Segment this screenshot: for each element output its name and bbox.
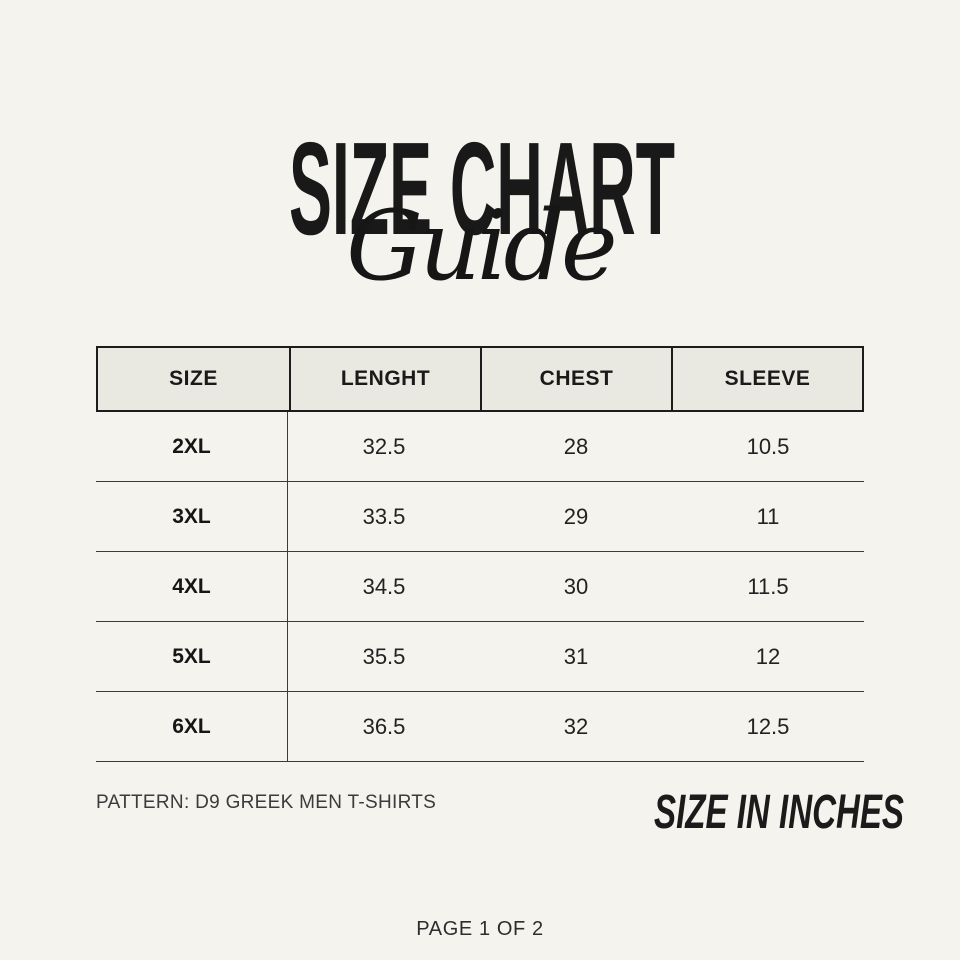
- column-header-size: SIZE: [169, 367, 218, 390]
- cell-sleeve: 12: [755, 643, 781, 669]
- table-row-2xl: 2XL 32.5 28 10.5: [96, 412, 864, 482]
- cell-chest: 29: [563, 503, 589, 529]
- page-title: SIZE CHART: [289, 115, 675, 262]
- cell-sleeve: 11.5: [747, 573, 789, 599]
- cell-size: 2XL: [96, 412, 288, 481]
- title-guide-script: Guide: [346, 190, 617, 302]
- column-header-lenght: LENGHT: [289, 348, 480, 410]
- cell-lenght: 34.5: [362, 573, 406, 599]
- cell-size: 4XL: [96, 552, 288, 621]
- units-label: SIZE IN INCHES: [654, 786, 904, 839]
- page-indicator: PAGE 1 OF 2: [416, 918, 544, 940]
- table-row-3xl: 3XL 33.5 29 11: [96, 482, 864, 552]
- cell-sleeve: 11: [756, 503, 780, 529]
- cell-chest: 28: [563, 433, 589, 459]
- cell-size: 6XL: [96, 692, 288, 761]
- column-header-sleeve: SLEEVE: [671, 348, 862, 410]
- cell-sleeve: 12.5: [746, 713, 790, 739]
- cell-chest: 32: [563, 713, 589, 739]
- cell-lenght: 35.5: [362, 643, 406, 669]
- pattern-label: PATTERN: D9 GREEK MEN T-SHIRTS: [96, 792, 437, 813]
- table-row-6xl: 6XL 36.5 32 12.5: [96, 692, 864, 762]
- cell-chest: 31: [563, 643, 589, 669]
- column-header-chest: CHEST: [480, 348, 671, 410]
- table-row-4xl: 4XL 34.5 30 11.5: [96, 552, 864, 622]
- units-label-text: SIZE IN INCHES: [654, 786, 904, 839]
- table-header-row: SIZE LENGHT CHEST SLEEVE: [96, 346, 864, 412]
- table-body: 2XL 32.5 28 10.5 3XL 33.5 29 11 4XL 34.5…: [96, 412, 864, 762]
- cell-lenght: 33.5: [362, 503, 406, 529]
- size-table: SIZE LENGHT CHEST SLEEVE 2XL 32.5 28 10.…: [96, 346, 864, 762]
- cell-sleeve: 10.5: [746, 433, 790, 459]
- cell-chest: 30: [563, 573, 589, 599]
- cell-lenght: 36.5: [362, 713, 406, 739]
- cell-size: 5XL: [96, 622, 288, 691]
- title-size-chart: SIZE CHART: [289, 115, 675, 262]
- cell-lenght: 32.5: [362, 433, 406, 459]
- table-row-5xl: 5XL 35.5 31 12: [96, 622, 864, 692]
- cell-size: 3XL: [96, 482, 288, 551]
- title-lockup: SIZE CHART Guide: [0, 0, 960, 330]
